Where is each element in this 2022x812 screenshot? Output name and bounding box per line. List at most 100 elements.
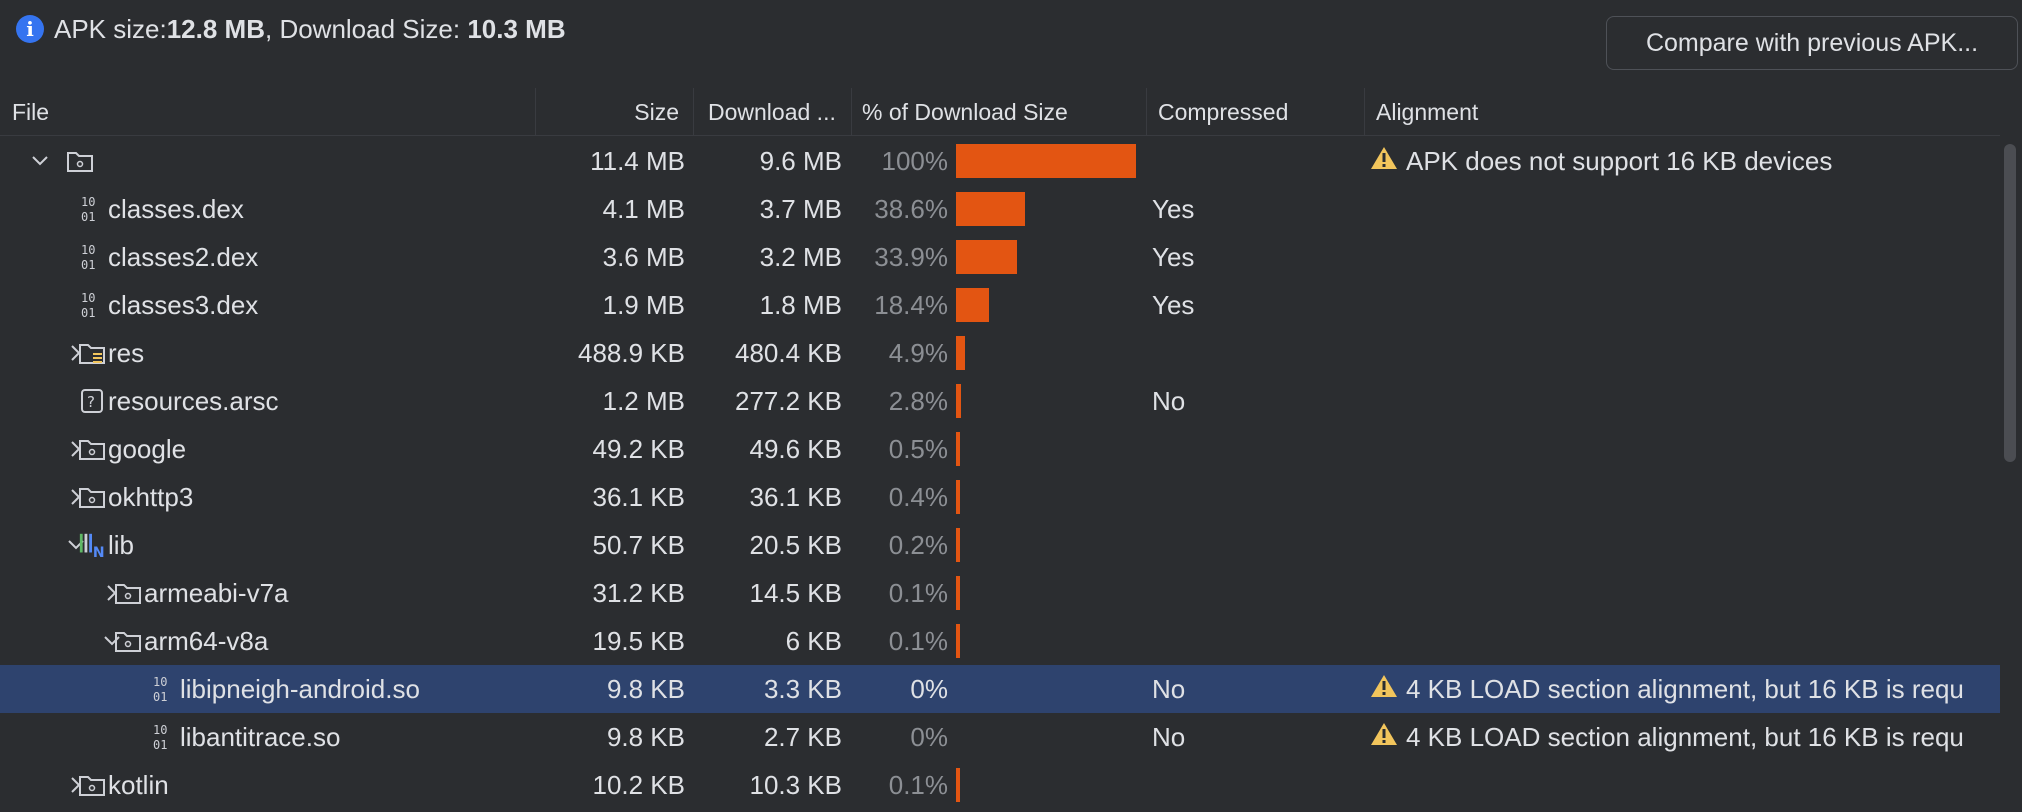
folder-icon [78,761,106,809]
table-header: File Size Download ... % of Download Siz… [0,88,2000,136]
binary-file-icon: 10 01 [78,185,106,233]
download-size-value: 10.3 MB [467,13,566,44]
download-size-bar [956,432,960,466]
column-header-alignment[interactable]: Alignment [1376,98,1479,125]
table-row[interactable]: arm64-v8a 19.5 KB 6 KB 0.1% [0,617,2000,665]
download-size-bar [956,288,989,322]
apk-size-label: APK size: [54,13,167,44]
percent-value: 2.8% [888,385,948,416]
column-header-download-size[interactable]: Download ... [694,88,852,136]
table-row[interactable]: 10 01 classes.dex 4.1 MB 3.7 MB 38.6% Yes [0,185,2000,233]
download-size-value: 480.4 KB [735,337,842,368]
svg-text:01: 01 [81,306,95,320]
svg-text:01: 01 [81,210,95,224]
compare-with-previous-apk-button[interactable]: Compare with previous APK... [1606,16,2018,70]
table-row[interactable]: 10 01 libipneigh-android.so 9.8 KB 3.3 KB 0% N… [0,665,2000,713]
info-icon: i [16,15,44,43]
table-row[interactable]: kotlin 10.2 KB 10.3 KB 0.1% [0,761,2000,809]
size-value: 9.8 KB [606,721,685,752]
download-size-bar [956,192,1025,226]
percent-value: 0.1% [888,625,948,656]
size-value: 50.7 KB [592,529,685,560]
native-lib-folder-icon: N [78,521,106,569]
folder-icon [114,617,142,665]
svg-text:10: 10 [81,195,95,209]
file-name: arm64-v8a [144,625,269,656]
download-size-bar [956,480,960,514]
download-size-bar [956,528,960,562]
apk-size-value: 12.8 MB [166,13,265,44]
folder-icon [78,425,106,473]
compressed-value: No [1152,385,1186,416]
svg-text:?: ? [87,393,95,411]
column-header-size[interactable]: Size [536,88,694,136]
alignment-cell: APK does not support 16 KB devices [1370,137,1975,185]
column-header-compressed[interactable]: Compressed [1147,88,1365,136]
compressed-value: Yes [1152,193,1195,224]
svg-text:01: 01 [153,738,167,752]
chevron-down-icon[interactable] [30,137,50,185]
percent-value: 0.2% [888,529,948,560]
download-size-value: 14.5 KB [749,577,842,608]
size-value: 36.1 KB [592,481,685,512]
percent-value: 0.4% [888,481,948,512]
table-row[interactable]: 10 01 libantitrace.so 9.8 KB 2.7 KB 0% No 4 KB … [0,713,2000,761]
download-size-value: 3.3 KB [763,673,842,704]
table-row[interactable]: 10 01 classes3.dex 1.9 MB 1.8 MB 18.4% Yes [0,281,2000,329]
download-size-value: 20.5 KB [749,529,842,560]
download-size-bar [956,768,960,802]
alignment-value: 4 KB LOAD section alignment, but 16 KB i… [1406,721,1964,752]
download-size-value: 10.3 KB [749,769,842,800]
table-row[interactable]: google 49.2 KB 49.6 KB 0.5% [0,425,2000,473]
svg-text:10: 10 [81,291,95,305]
file-name: resources.arsc [108,385,279,416]
alignment-cell: 4 KB LOAD section alignment, but 16 KB i… [1370,713,1975,761]
size-value: 3.6 MB [602,241,685,272]
svg-text:01: 01 [81,258,95,272]
size-value: 1.2 MB [602,385,685,416]
download-size-value: 3.2 MB [759,241,842,272]
column-header-percent[interactable]: % of Download Size [852,88,1147,136]
vertical-scrollbar[interactable] [2004,144,2016,462]
table-row[interactable]: ? resources.arsc 1.2 MB 277.2 KB 2.8% No [0,377,2000,425]
binary-file-icon: 10 01 [150,665,178,713]
svg-text:01: 01 [153,690,167,704]
folder-icon [114,569,142,617]
alignment-value: APK does not support 16 KB devices [1406,145,1833,176]
warning-icon [1370,145,1398,178]
download-size-bar [956,624,960,658]
file-name: libipneigh-android.so [180,673,420,704]
size-value: 488.9 KB [578,337,685,368]
size-value: 1.9 MB [602,289,685,320]
download-size-value: 3.7 MB [759,193,842,224]
binary-file-icon: 10 01 [78,233,106,281]
download-size-bar [956,384,961,418]
table-row[interactable]: 10 01 classes2.dex 3.6 MB 3.2 MB 33.9% Yes [0,233,2000,281]
compressed-value: No [1152,673,1186,704]
download-size-value: 6 KB [785,625,842,656]
table-row[interactable]: res 488.9 KB 480.4 KB 4.9% [0,329,2000,377]
download-size-bar [956,144,1136,178]
percent-value: 0.1% [888,769,948,800]
table-row[interactable]: armeabi-v7a 31.2 KB 14.5 KB 0.1% [0,569,2000,617]
table-row[interactable]: okhttp3 36.1 KB 36.1 KB 0.4% [0,473,2000,521]
svg-text:10: 10 [81,243,95,257]
percent-value: 0.5% [888,433,948,464]
table-row[interactable]: 11.4 MB 9.6 MB 100% APK does not support 16… [0,137,2000,185]
summary-separator: , [264,13,280,44]
percent-value: 0% [910,673,948,704]
percent-value: 0.1% [888,577,948,608]
file-name: kotlin [108,769,169,800]
summary-bar: i APK size: 12.8 MB , Download Size: 10.… [0,0,2022,84]
alignment-value: 4 KB LOAD section alignment, but 16 KB i… [1406,673,1964,704]
percent-value: 100% [881,145,949,176]
file-name: google [108,433,187,464]
size-value: 19.5 KB [592,625,685,656]
binary-file-icon: 10 01 [78,281,106,329]
column-header-file[interactable]: File [0,88,536,136]
size-value: 31.2 KB [592,577,685,608]
warning-icon [1370,721,1398,754]
unknown-file-icon: ? [78,377,106,425]
download-size-bar [956,240,1017,274]
